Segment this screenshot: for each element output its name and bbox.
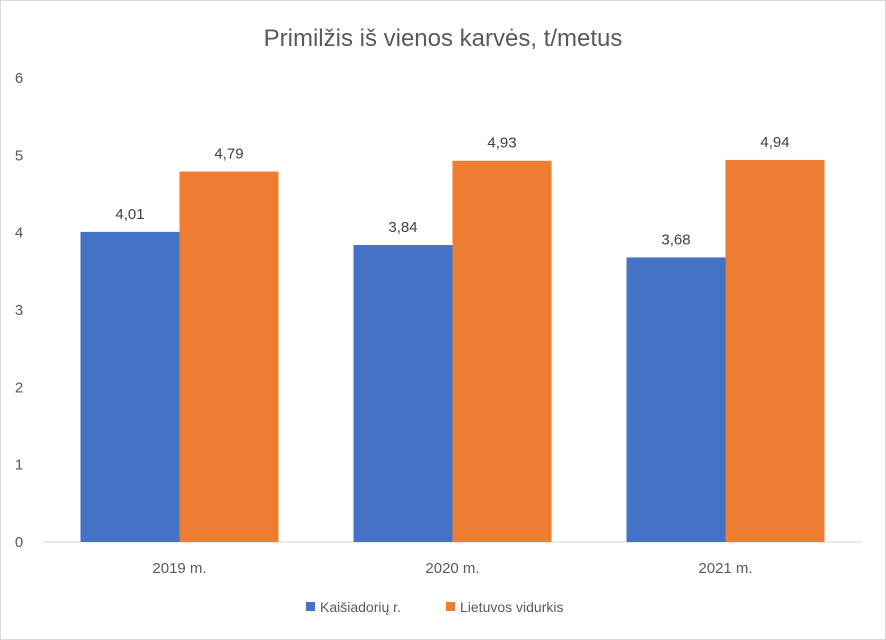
data-label: 4,79: [214, 146, 243, 163]
y-tick-label: 2: [15, 379, 23, 396]
data-label: 3,84: [388, 219, 417, 236]
bar-kaisiadoriu-1: [80, 231, 180, 543]
bars-group: [80, 159, 825, 543]
bar-kaisiadoriu-2: [353, 245, 453, 543]
bar-kaisiadoriu-3: [626, 257, 726, 542]
legend-swatch: [306, 602, 315, 611]
y-tick-label: 5: [15, 147, 23, 164]
y-tick-label: 1: [15, 457, 23, 474]
y-tick-label: 6: [15, 70, 23, 87]
bar-lietuvos-1: [179, 171, 279, 542]
data-labels-group: 4,01 4,79 3,84 4,93 3,68 4,94: [115, 134, 789, 248]
legend-swatch: [446, 602, 455, 611]
x-tick-label: 2021 m.: [698, 560, 752, 577]
x-tick-label: 2020 m.: [425, 560, 479, 577]
bar-lietuvos-2: [452, 160, 552, 542]
y-tick-label: 3: [15, 302, 23, 319]
y-tick-label: 4: [15, 225, 23, 242]
x-axis-ticks: 2019 m. 2020 m. 2021 m.: [152, 560, 752, 577]
legend: Kaišiadorių r. Lietuvos vidurkis: [306, 599, 564, 615]
x-tick-label: 2019 m.: [152, 560, 206, 577]
y-tick-label: 0: [15, 534, 23, 551]
legend-label: Lietuvos vidurkis: [460, 599, 564, 615]
data-label: 3,68: [661, 231, 690, 248]
legend-label: Kaišiadorių r.: [320, 599, 401, 615]
data-label: 4,01: [115, 206, 144, 223]
bar-lietuvos-3: [725, 159, 825, 542]
y-axis-ticks: 0 1 2 3 4 5 6: [15, 70, 23, 551]
chart-title: Primilžis iš vienos karvės, t/metus: [264, 25, 623, 52]
data-label: 4,93: [487, 135, 516, 152]
data-label: 4,94: [760, 134, 789, 151]
